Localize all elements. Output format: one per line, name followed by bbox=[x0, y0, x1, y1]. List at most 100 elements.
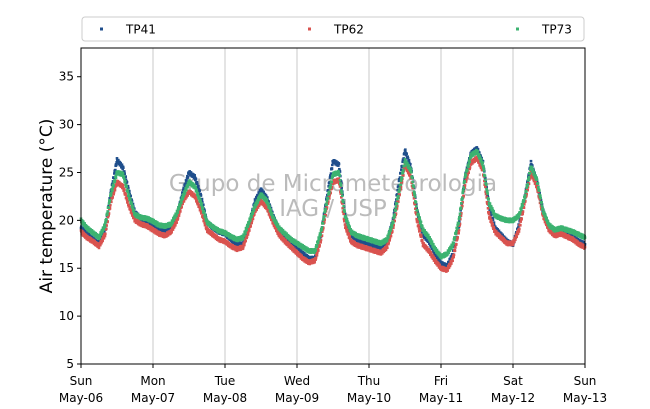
data-point bbox=[537, 190, 540, 194]
data-point bbox=[465, 169, 469, 173]
data-point bbox=[388, 231, 391, 235]
data-point bbox=[473, 160, 476, 163]
data-point bbox=[507, 220, 511, 224]
data-point bbox=[477, 153, 481, 156]
data-point bbox=[103, 225, 107, 229]
data-point bbox=[260, 192, 264, 196]
data-point bbox=[166, 234, 170, 237]
data-point bbox=[100, 233, 103, 236]
data-point bbox=[500, 238, 504, 242]
data-point bbox=[116, 179, 120, 183]
data-point bbox=[463, 177, 467, 181]
data-point bbox=[523, 203, 526, 206]
data-point bbox=[96, 239, 99, 243]
data-point bbox=[295, 249, 298, 253]
data-point bbox=[484, 176, 487, 180]
data-point bbox=[322, 218, 325, 222]
data-point bbox=[560, 225, 563, 228]
data-point bbox=[345, 217, 349, 221]
data-point bbox=[382, 242, 385, 245]
data-point bbox=[329, 191, 332, 195]
data-point bbox=[107, 204, 111, 208]
data-point bbox=[460, 212, 463, 215]
data-point bbox=[194, 186, 197, 189]
data-point bbox=[184, 182, 187, 185]
data-point bbox=[343, 208, 346, 212]
data-point bbox=[202, 203, 205, 207]
data-point bbox=[267, 208, 270, 211]
data-point bbox=[115, 163, 118, 167]
data-point bbox=[453, 249, 457, 253]
data-point bbox=[374, 238, 377, 242]
data-point bbox=[103, 223, 106, 227]
data-point bbox=[466, 168, 469, 172]
data-point bbox=[330, 185, 334, 189]
data-point bbox=[398, 190, 401, 193]
data-point bbox=[285, 232, 288, 235]
data-point bbox=[200, 202, 203, 205]
data-point bbox=[179, 202, 182, 206]
data-point bbox=[181, 197, 184, 201]
data-point bbox=[536, 182, 540, 185]
data-point bbox=[486, 194, 489, 197]
data-point bbox=[436, 254, 439, 258]
data-point bbox=[186, 175, 190, 179]
data-point bbox=[176, 211, 179, 214]
data-point bbox=[524, 193, 527, 197]
data-point bbox=[324, 207, 327, 211]
data-point bbox=[320, 226, 324, 229]
data-point bbox=[525, 192, 528, 196]
data-point bbox=[396, 197, 399, 201]
data-point bbox=[492, 209, 495, 213]
data-point bbox=[195, 180, 199, 184]
data-point bbox=[276, 232, 279, 235]
data-point bbox=[328, 194, 331, 197]
data-point bbox=[87, 226, 90, 229]
data-point bbox=[397, 184, 400, 187]
data-point bbox=[344, 224, 348, 228]
data-point bbox=[115, 157, 119, 160]
data-point bbox=[442, 255, 445, 259]
data-point bbox=[410, 170, 413, 174]
data-point bbox=[532, 175, 535, 178]
data-point bbox=[565, 231, 568, 235]
data-point bbox=[413, 202, 417, 206]
data-point bbox=[397, 194, 400, 198]
data-point bbox=[423, 229, 426, 232]
data-point bbox=[562, 232, 566, 235]
data-point bbox=[521, 210, 525, 213]
data-point bbox=[407, 163, 410, 167]
data-point bbox=[289, 235, 292, 239]
data-point bbox=[277, 234, 281, 238]
data-point bbox=[306, 254, 310, 258]
data-point bbox=[479, 162, 482, 165]
data-point bbox=[250, 219, 254, 223]
data-point bbox=[132, 215, 136, 218]
data-point bbox=[475, 155, 478, 159]
data-point bbox=[108, 198, 112, 202]
data-point bbox=[330, 167, 334, 170]
data-point bbox=[458, 215, 461, 219]
data-point bbox=[301, 243, 304, 247]
x-tick-day-label: Fri bbox=[434, 374, 448, 388]
data-point bbox=[124, 180, 127, 183]
data-point bbox=[517, 226, 520, 229]
data-point bbox=[415, 203, 418, 206]
data-point bbox=[135, 212, 138, 215]
data-point bbox=[381, 252, 384, 255]
data-point bbox=[111, 186, 114, 189]
data-point bbox=[182, 200, 186, 203]
data-point bbox=[395, 202, 399, 205]
data-point bbox=[210, 230, 213, 234]
data-point bbox=[248, 229, 251, 232]
data-point bbox=[458, 220, 461, 223]
data-point bbox=[215, 234, 218, 238]
data-point bbox=[377, 239, 381, 243]
data-point bbox=[126, 184, 130, 188]
data-point bbox=[449, 255, 453, 258]
data-point bbox=[389, 234, 393, 238]
data-point bbox=[409, 174, 412, 177]
data-point bbox=[452, 255, 455, 259]
data-point bbox=[484, 190, 487, 194]
data-point bbox=[484, 185, 487, 188]
